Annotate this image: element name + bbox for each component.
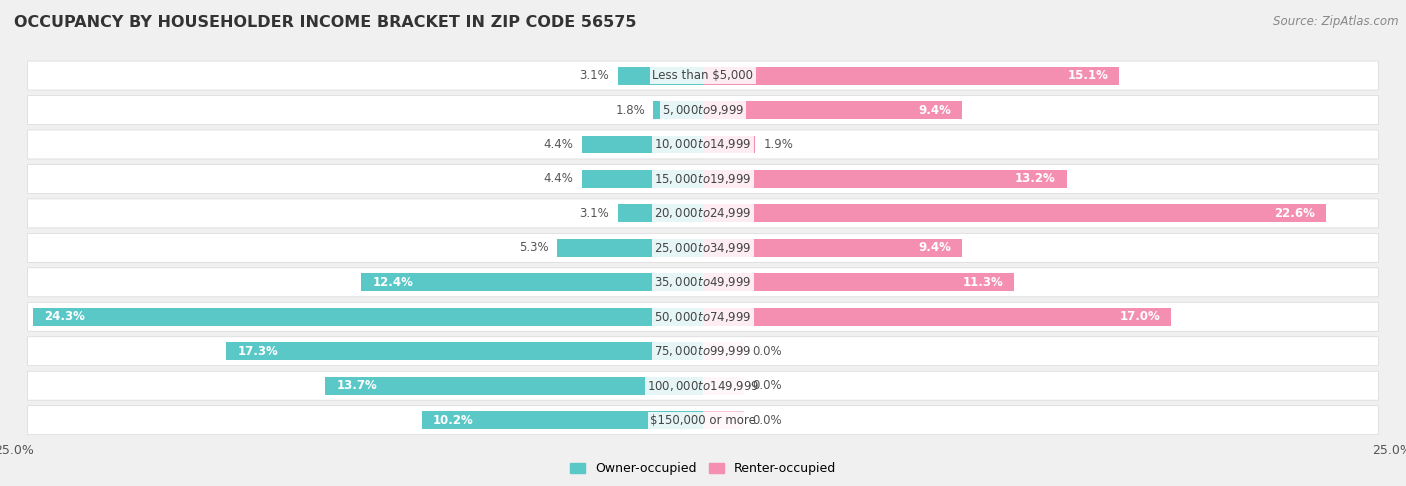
Text: 13.7%: 13.7% bbox=[336, 379, 377, 392]
Bar bbox=[703, 170, 1067, 188]
Text: 3.1%: 3.1% bbox=[579, 69, 609, 82]
Bar bbox=[226, 342, 703, 360]
FancyBboxPatch shape bbox=[28, 233, 1378, 262]
Text: 0.0%: 0.0% bbox=[752, 414, 782, 427]
FancyBboxPatch shape bbox=[28, 406, 1378, 434]
Text: 0.0%: 0.0% bbox=[752, 379, 782, 392]
Text: 4.4%: 4.4% bbox=[544, 173, 574, 186]
Bar bbox=[703, 308, 1171, 326]
FancyBboxPatch shape bbox=[28, 371, 1378, 400]
Text: $20,000 to $24,999: $20,000 to $24,999 bbox=[654, 207, 752, 220]
Text: $75,000 to $99,999: $75,000 to $99,999 bbox=[654, 344, 752, 358]
Text: 24.3%: 24.3% bbox=[45, 310, 86, 323]
Bar bbox=[557, 239, 703, 257]
Text: 15.1%: 15.1% bbox=[1067, 69, 1108, 82]
Bar bbox=[703, 67, 1119, 85]
Bar bbox=[325, 377, 703, 395]
Bar bbox=[617, 67, 703, 85]
Text: $15,000 to $19,999: $15,000 to $19,999 bbox=[654, 172, 752, 186]
Bar bbox=[617, 205, 703, 223]
Text: 5.3%: 5.3% bbox=[519, 242, 548, 254]
Legend: Owner-occupied, Renter-occupied: Owner-occupied, Renter-occupied bbox=[565, 457, 841, 481]
Text: 1.9%: 1.9% bbox=[763, 138, 793, 151]
Bar bbox=[703, 205, 1326, 223]
Text: 17.3%: 17.3% bbox=[238, 345, 278, 358]
Text: $10,000 to $14,999: $10,000 to $14,999 bbox=[654, 138, 752, 152]
Text: $50,000 to $74,999: $50,000 to $74,999 bbox=[654, 310, 752, 324]
FancyBboxPatch shape bbox=[28, 268, 1378, 297]
Text: 9.4%: 9.4% bbox=[918, 242, 950, 254]
Text: $25,000 to $34,999: $25,000 to $34,999 bbox=[654, 241, 752, 255]
FancyBboxPatch shape bbox=[28, 130, 1378, 159]
Text: $100,000 to $149,999: $100,000 to $149,999 bbox=[647, 379, 759, 393]
Bar bbox=[703, 239, 962, 257]
Text: 0.0%: 0.0% bbox=[752, 345, 782, 358]
Text: 12.4%: 12.4% bbox=[373, 276, 413, 289]
Bar bbox=[34, 308, 703, 326]
Text: 4.4%: 4.4% bbox=[544, 138, 574, 151]
Bar bbox=[582, 136, 703, 154]
Bar bbox=[703, 101, 962, 119]
Text: 13.2%: 13.2% bbox=[1015, 173, 1056, 186]
Bar bbox=[582, 170, 703, 188]
Text: Less than $5,000: Less than $5,000 bbox=[652, 69, 754, 82]
Text: 11.3%: 11.3% bbox=[963, 276, 1004, 289]
Text: OCCUPANCY BY HOUSEHOLDER INCOME BRACKET IN ZIP CODE 56575: OCCUPANCY BY HOUSEHOLDER INCOME BRACKET … bbox=[14, 15, 637, 30]
FancyBboxPatch shape bbox=[28, 96, 1378, 124]
Text: 9.4%: 9.4% bbox=[918, 104, 950, 117]
FancyBboxPatch shape bbox=[28, 61, 1378, 90]
Bar bbox=[654, 101, 703, 119]
FancyBboxPatch shape bbox=[28, 337, 1378, 366]
FancyBboxPatch shape bbox=[28, 302, 1378, 331]
Text: 3.1%: 3.1% bbox=[579, 207, 609, 220]
Bar bbox=[703, 342, 744, 360]
Text: $150,000 or more: $150,000 or more bbox=[650, 414, 756, 427]
Text: 10.2%: 10.2% bbox=[433, 414, 474, 427]
Text: 17.0%: 17.0% bbox=[1119, 310, 1160, 323]
Text: 22.6%: 22.6% bbox=[1274, 207, 1315, 220]
Text: $5,000 to $9,999: $5,000 to $9,999 bbox=[662, 103, 744, 117]
Bar bbox=[361, 273, 703, 291]
Bar bbox=[703, 377, 744, 395]
Text: $35,000 to $49,999: $35,000 to $49,999 bbox=[654, 276, 752, 289]
FancyBboxPatch shape bbox=[28, 199, 1378, 228]
Text: Source: ZipAtlas.com: Source: ZipAtlas.com bbox=[1274, 15, 1399, 28]
Bar bbox=[703, 273, 1014, 291]
Bar bbox=[422, 411, 703, 429]
Text: 1.8%: 1.8% bbox=[616, 104, 645, 117]
Bar bbox=[703, 136, 755, 154]
Bar bbox=[703, 411, 744, 429]
FancyBboxPatch shape bbox=[28, 164, 1378, 193]
